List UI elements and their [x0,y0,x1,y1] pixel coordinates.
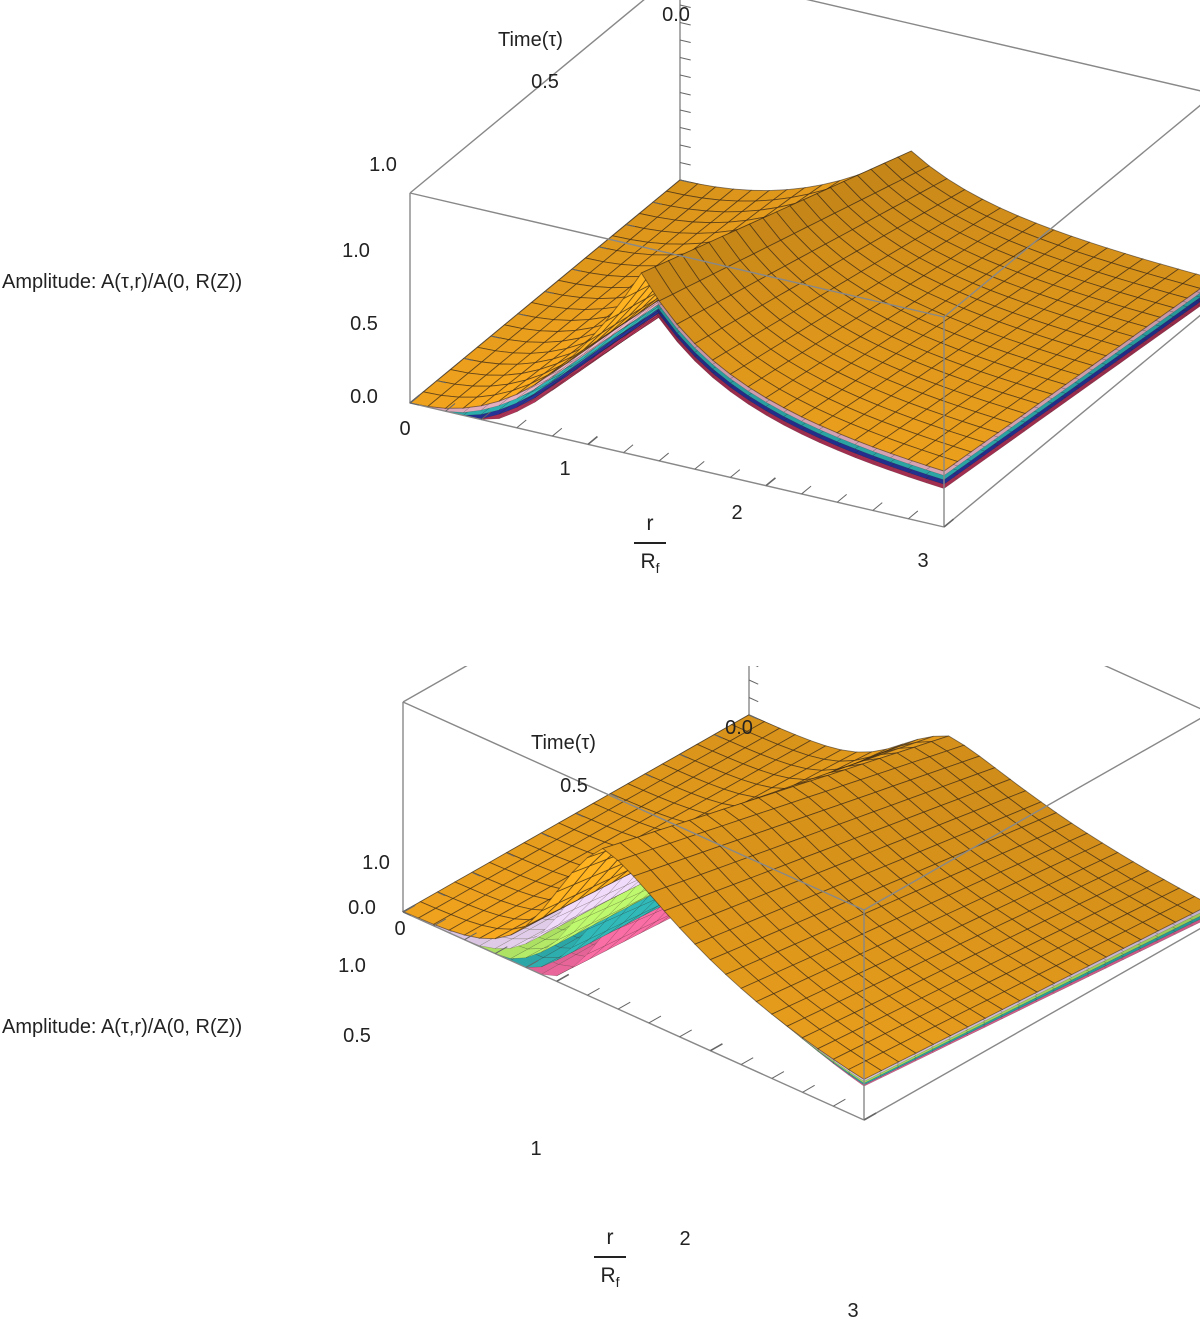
amplitude-tick-mark [679,22,691,26]
r-tick-mark [836,494,847,503]
amplitude-tick-mark [679,74,691,78]
r-tick-mark [694,460,705,470]
time-tick-05: 0.5 [531,71,559,93]
box-edge [402,666,468,703]
box-edge [409,192,945,318]
time-tick-0: 0.0 [662,4,690,26]
r-tick-mark [445,403,456,412]
amplitude-tick-05: 0.5 [350,313,378,335]
r-tick-mark [409,394,420,404]
surface-mesh [408,150,1200,489]
time-tick-mark [652,201,663,205]
amplitude-tick-0: 0.0 [350,386,378,408]
r-tick-mark [623,444,634,453]
r-axis-denominator: Rf [628,550,672,580]
r-tick-mark [480,411,491,420]
r-tick-mark [730,469,741,478]
box-edge [409,402,945,528]
amplitude-tick-mark [679,162,691,166]
box-edge [1104,666,1200,710]
r-tick-mark [516,419,527,429]
time-tick-mark [598,246,609,250]
amplitude-tick-mark [679,179,691,183]
amplitude-tick-mark [679,92,691,96]
surface-plot-1-canvas [408,0,1200,528]
surface-plot-2: Time(τ) 0.0 0.5 1.0 Amplitude: A(τ,r)/A(… [0,666,1200,1332]
r-tick-mark [908,510,919,520]
time-tick-mark [436,380,447,384]
amplitude-tick-mark [679,109,691,113]
fraction-bar [634,542,666,544]
amplitude-tick-mark [679,127,691,131]
time-axis-label: Time(τ) [498,29,563,51]
time-tick-mark [409,402,420,406]
amplitude-tick-mark [679,57,691,61]
r-axis-denominator-sub: f [655,560,660,577]
box-edge [943,104,1200,318]
time-tick-mark [571,268,582,272]
surface-plot-2-canvas [401,666,1200,1121]
axis-tick-marks [409,4,954,528]
r-axis-numerator: r [646,512,654,535]
r-tick-mark [765,477,776,487]
time-tick-mark [463,357,474,361]
amplitude-axis-label: Amplitude: A(τ,r)/A(0, R(Z)) [2,271,243,293]
r-tick-mark [872,502,883,511]
r-tick-0: 0 [399,418,411,440]
r-tick-1: 1 [559,458,571,480]
time-tick-mark [625,224,636,228]
amplitude-tick-mark [679,144,691,148]
box-edge [943,314,1200,528]
r-tick-mark [943,518,954,528]
surface-patch [925,455,959,472]
surface-plot-1: Time(τ) 0.0 0.5 1.0 Amplitude: A(τ,r)/A(… [2,0,1200,580]
r-tick-mark [658,452,669,462]
r-tick-mark [587,435,598,445]
time-tick-mark [544,291,555,295]
r-tick-2: 2 [731,502,743,524]
surface-layer [408,150,1200,472]
r-axis-denominator-base: R [640,550,656,573]
time-tick-1: 1.0 [369,154,397,176]
r-tick-mark [801,485,812,495]
surface-mesh [401,714,1200,1087]
time-tick-mark [517,313,528,317]
box-edge [409,0,645,194]
amplitude-tick-mark [679,39,691,43]
bounding-box-front-edges [409,104,1200,528]
r-tick-mark [552,427,563,437]
r-axis-label: r Rf [628,512,672,580]
time-tick-mark [490,335,501,339]
box-edge [806,0,1200,92]
r-tick-3: 3 [917,550,929,572]
amplitude-tick-mark [679,4,691,8]
amplitude-tick-1: 1.0 [342,240,370,262]
